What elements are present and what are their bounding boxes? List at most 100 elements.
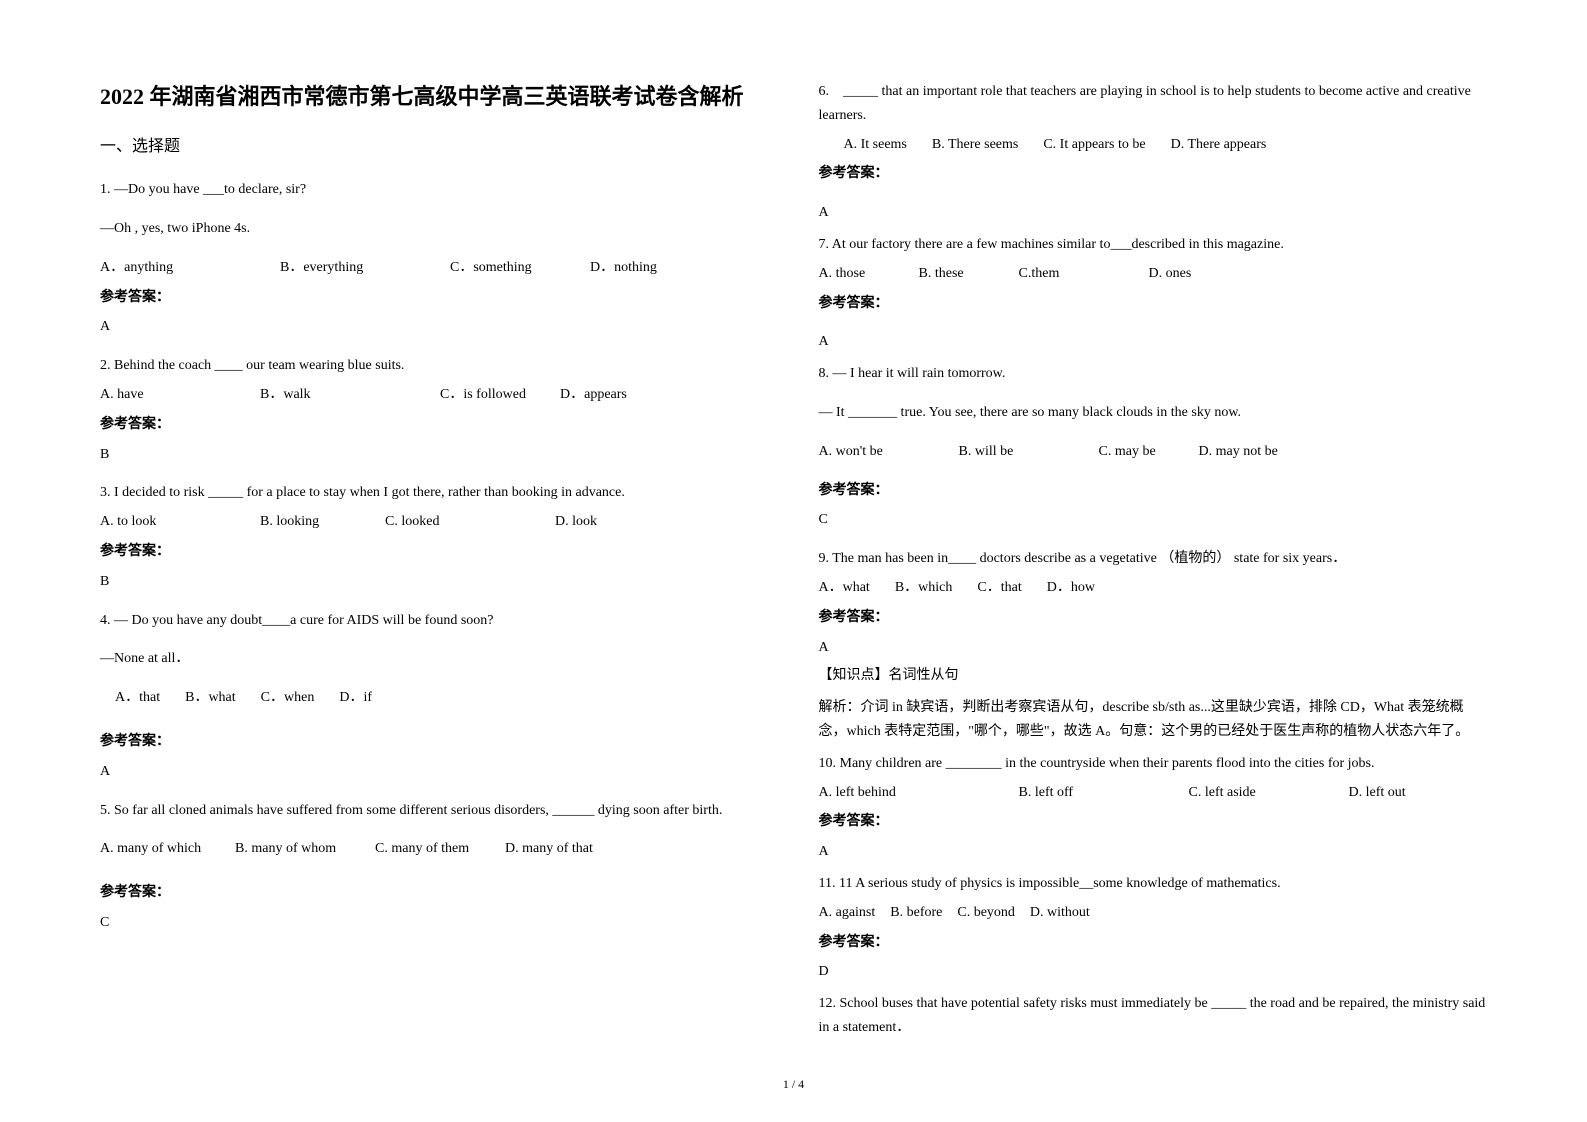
q9-line1: 9. The man has been in____ doctors descr… [819, 547, 1488, 571]
q5-answer: C [100, 911, 769, 935]
q4-opt-d: D．if [339, 686, 372, 710]
q3-opt-d: D. look [555, 510, 597, 534]
q11-opt-d: D. without [1030, 901, 1090, 925]
q1-options: A．anything B．everything C．something D．no… [100, 256, 769, 280]
q4-opt-a: A．that [115, 686, 160, 710]
q8-answer: C [819, 508, 1488, 532]
q10-answer-label: 参考答案： [819, 810, 1488, 834]
q8-opt-c: C. may be [1099, 440, 1189, 464]
q7-opt-c: C.them [1019, 262, 1139, 286]
q1-opt-a: A．anything [100, 256, 270, 280]
q5-opt-b: B. many of whom [235, 837, 365, 861]
right-column: 6. _____ that an important role that tea… [819, 80, 1488, 1067]
q5-opt-c: C. many of them [375, 837, 495, 861]
q4-options: A．that B．what C．when D．if [115, 686, 769, 710]
q8-opt-b: B. will be [959, 440, 1089, 464]
q9-opt-c: C．that [977, 576, 1021, 600]
q7-answer: A [819, 330, 1488, 354]
q12-line1: 12. School buses that have potential saf… [819, 992, 1488, 1040]
q1-line2: —Oh , yes, two iPhone 4s. [100, 217, 769, 241]
question-5: 5. So far all cloned animals have suffer… [100, 799, 769, 935]
q1-line1: 1. —Do you have ___to declare, sir? [100, 178, 769, 202]
q8-answer-label: 参考答案： [819, 479, 1488, 503]
q1-opt-c: C．something [450, 256, 580, 280]
q9-opt-d: D．how [1047, 576, 1095, 600]
q4-line1: 4. — Do you have any doubt____a cure for… [100, 609, 769, 633]
page-number: 1 / 4 [100, 1067, 1487, 1092]
question-9: 9. The man has been in____ doctors descr… [819, 547, 1488, 744]
q1-answer: A [100, 315, 769, 339]
content-columns: 2022 年湖南省湘西市常德市第七高级中学高三英语联考试卷含解析 一、选择题 1… [100, 80, 1487, 1067]
q2-options: A. have B．walk C．is followed D．appears [100, 383, 769, 407]
q3-opt-a: A. to look [100, 510, 250, 534]
q1-opt-b: B．everything [280, 256, 440, 280]
q4-opt-b: B．what [185, 686, 236, 710]
q9-answer-label: 参考答案： [819, 606, 1488, 630]
q11-opt-a: A. against [819, 901, 876, 925]
q4-line2: —None at all． [100, 647, 769, 671]
question-8: 8. — I hear it will rain tomorrow. — It … [819, 362, 1488, 532]
question-12: 12. School buses that have potential saf… [819, 992, 1488, 1040]
q7-answer-label: 参考答案： [819, 292, 1488, 316]
q8-opt-a: A. won't be [819, 440, 949, 464]
q9-options: A．what B．which C．that D．how [819, 576, 1488, 600]
question-10: 10. Many children are ________ in the co… [819, 752, 1488, 864]
q2-opt-c: C．is followed [440, 383, 550, 407]
question-3: 3. I decided to risk _____ for a place t… [100, 481, 769, 593]
q1-opt-d: D．nothing [590, 256, 657, 280]
question-11: 11. 11 A serious study of physics is imp… [819, 872, 1488, 984]
q2-opt-a: A. have [100, 383, 250, 407]
q3-answer-label: 参考答案： [100, 540, 769, 564]
q10-answer: A [819, 840, 1488, 864]
q8-line1: 8. — I hear it will rain tomorrow. [819, 362, 1488, 386]
q11-opt-b: B. before [890, 901, 942, 925]
q1-answer-label: 参考答案： [100, 286, 769, 310]
q2-line1: 2. Behind the coach ____ our team wearin… [100, 354, 769, 378]
q4-answer-label: 参考答案： [100, 730, 769, 754]
q4-opt-c: C．when [261, 686, 315, 710]
q5-opt-d: D. many of that [505, 837, 593, 861]
q11-opt-c: C. beyond [957, 901, 1015, 925]
q5-answer-label: 参考答案： [100, 881, 769, 905]
q9-explanation: 解析：介词 in 缺宾语，判断出考察宾语从句，describe sb/sth a… [819, 696, 1488, 744]
q3-line1: 3. I decided to risk _____ for a place t… [100, 481, 769, 505]
q6-options: A. It seems B. There seems C. It appears… [844, 133, 1488, 157]
q2-opt-b: B．walk [260, 383, 430, 407]
q9-knowledge: 【知识点】名词性从句 [819, 664, 1488, 688]
q6-opt-d: D. There appears [1171, 133, 1267, 157]
q11-options: A. against B. before C. beyond D. withou… [819, 901, 1488, 925]
q10-opt-c: C. left aside [1189, 781, 1339, 805]
q9-answer: A [819, 636, 1488, 660]
question-1: 1. —Do you have ___to declare, sir? —Oh … [100, 178, 769, 339]
page-title: 2022 年湖南省湘西市常德市第七高级中学高三英语联考试卷含解析 [100, 80, 769, 113]
q4-answer: A [100, 760, 769, 784]
q2-answer-label: 参考答案： [100, 413, 769, 437]
q3-opt-b: B. looking [260, 510, 375, 534]
q2-opt-d: D．appears [560, 383, 627, 407]
q9-opt-a: A．what [819, 576, 870, 600]
q6-opt-b: B. There seems [932, 133, 1018, 157]
section-header: 一、选择题 [100, 133, 769, 160]
q3-options: A. to look B. looking C. looked D. look [100, 510, 769, 534]
q8-opt-d: D. may not be [1199, 440, 1278, 464]
q10-opt-a: A. left behind [819, 781, 1009, 805]
q11-answer-label: 参考答案： [819, 931, 1488, 955]
q8-line2: — It _______ true. You see, there are so… [819, 401, 1488, 425]
q7-options: A. those B. these C.them D. ones [819, 262, 1488, 286]
q5-line1: 5. So far all cloned animals have suffer… [100, 799, 769, 823]
q6-line1: 6. _____ that an important role that tea… [819, 80, 1488, 128]
q10-options: A. left behind B. left off C. left aside… [819, 781, 1488, 805]
q10-line1: 10. Many children are ________ in the co… [819, 752, 1488, 776]
left-column: 2022 年湖南省湘西市常德市第七高级中学高三英语联考试卷含解析 一、选择题 1… [100, 80, 769, 1067]
q6-opt-a: A. It seems [844, 133, 907, 157]
q3-answer: B [100, 570, 769, 594]
question-2: 2. Behind the coach ____ our team wearin… [100, 354, 769, 466]
q10-opt-d: D. left out [1349, 781, 1406, 805]
q6-opt-c: C. It appears to be [1043, 133, 1145, 157]
question-6: 6. _____ that an important role that tea… [819, 80, 1488, 225]
q5-opt-a: A. many of which [100, 837, 225, 861]
q11-line1: 11. 11 A serious study of physics is imp… [819, 872, 1488, 896]
question-4: 4. — Do you have any doubt____a cure for… [100, 609, 769, 784]
q6-answer: A [819, 201, 1488, 225]
q5-options: A. many of which B. many of whom C. many… [100, 837, 769, 861]
